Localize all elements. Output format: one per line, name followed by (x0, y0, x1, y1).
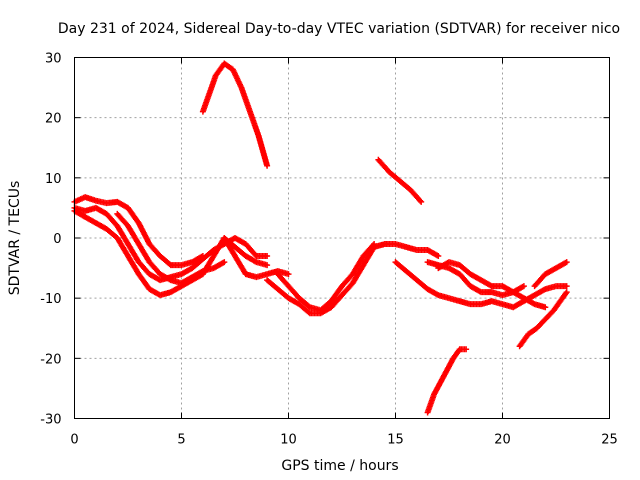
x-tick-label: 0 (70, 433, 78, 448)
y-tick-label: -20 (40, 352, 61, 367)
data-point (221, 259, 228, 266)
x-tick-labels: 0 5 10 15 20 25 (70, 433, 617, 448)
series-track-1 (71, 194, 206, 269)
series-track-8 (274, 241, 378, 314)
x-tick-label: 5 (177, 433, 185, 448)
series-track-11 (424, 259, 527, 299)
series-track-10 (392, 259, 570, 311)
y-tick-label: -10 (40, 292, 61, 307)
data-point (563, 289, 570, 296)
series-track-14 (516, 289, 570, 350)
series-track-15 (531, 259, 570, 290)
data-point (563, 283, 570, 290)
data-point (563, 259, 570, 266)
data-point (370, 242, 377, 249)
x-axis-label: GPS time / hours (281, 458, 398, 474)
data-point (542, 304, 549, 311)
series-track-4 (114, 210, 228, 287)
y-tick-label: 30 (45, 52, 62, 67)
data-point (418, 198, 425, 205)
x-tick-label: 20 (494, 433, 511, 448)
series-track-3 (71, 207, 271, 299)
y-tick-label: 0 (53, 232, 61, 247)
data-point (435, 253, 442, 260)
series-track-12 (435, 259, 549, 311)
data-point (264, 262, 271, 269)
data-point (463, 346, 470, 353)
y-tick-label: -30 (40, 413, 61, 428)
series-track-9 (375, 156, 425, 205)
x-tick-label: 15 (387, 433, 404, 448)
data-layer (71, 60, 570, 416)
series-track-6 (221, 235, 292, 281)
y-tick-label: 10 (45, 172, 62, 187)
y-tick-labels: 30 20 10 0 -10 -20 -30 (40, 52, 61, 428)
data-point (562, 290, 569, 297)
data-point (417, 197, 424, 204)
x-tick-label: 25 (601, 433, 618, 448)
data-point (264, 253, 271, 260)
data-point (285, 271, 292, 278)
series-track-13 (424, 346, 470, 416)
data-point (520, 283, 527, 290)
series-track-2 (71, 204, 271, 284)
x-tick-label: 10 (280, 433, 297, 448)
chart-title: Day 231 of 2024, Sidereal Day-to-day VTE… (58, 21, 620, 37)
data-point (371, 241, 378, 248)
y-axis-label: SDTVAR / TECUs (7, 181, 23, 296)
ticks (74, 57, 610, 419)
data-point (264, 162, 271, 169)
series-track-5 (199, 60, 271, 169)
y-tick-label: 20 (45, 112, 62, 127)
grid (74, 57, 610, 419)
